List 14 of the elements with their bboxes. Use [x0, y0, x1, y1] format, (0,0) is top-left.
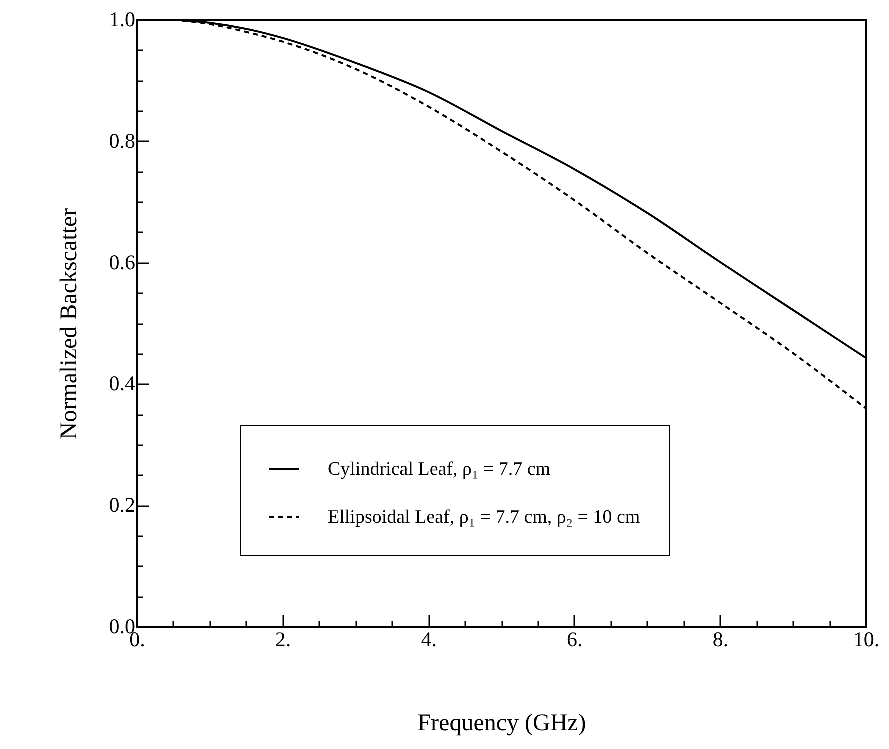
x-tick-label: 8. [712, 628, 729, 652]
y-tick-label: 0.4 [109, 372, 136, 396]
x-tick-label: 4. [421, 628, 437, 652]
y-tick-label: 1.0 [109, 8, 136, 32]
x-tick-label: 2. [275, 628, 292, 652]
x-tick-label: 10. [853, 628, 880, 652]
y-tick-label: 0.2 [109, 493, 136, 518]
legend-label: Ellipsoidal Leaf, ρ₁ = 7.7 cm, ρ₂ = 10 cm [328, 507, 640, 528]
legend-label: Cylindrical Leaf, ρ₁ = 7.7 cm [328, 459, 551, 480]
y-tick-label: 0.6 [109, 250, 136, 274]
x-axis-title: Frequency (GHz) [418, 710, 586, 736]
y-axis-title: Normalized Backscatter [56, 208, 82, 440]
y-tick-label: 0.8 [109, 128, 136, 153]
x-tick-label: 6. [567, 628, 583, 652]
